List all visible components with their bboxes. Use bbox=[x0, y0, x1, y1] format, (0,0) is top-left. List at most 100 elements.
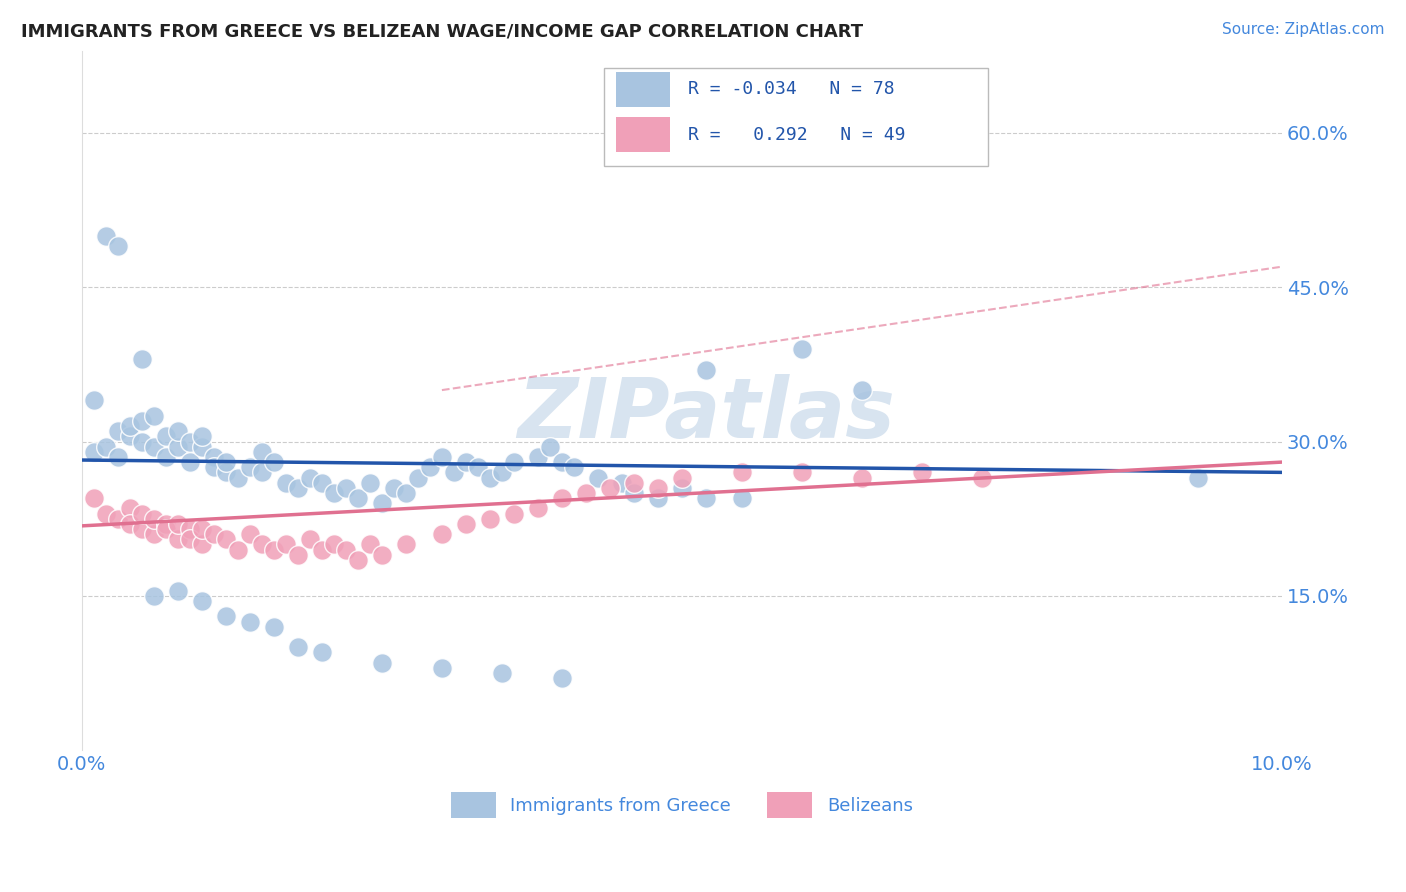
Point bbox=[155, 516, 177, 531]
Point bbox=[263, 455, 285, 469]
Point bbox=[118, 501, 141, 516]
Legend: Immigrants from Greece, Belizeans: Immigrants from Greece, Belizeans bbox=[444, 785, 920, 825]
Text: Source: ZipAtlas.com: Source: ZipAtlas.com bbox=[1222, 22, 1385, 37]
Text: IMMIGRANTS FROM GREECE VS BELIZEAN WAGE/INCOME GAP CORRELATION CHART: IMMIGRANTS FROM GREECE VS BELIZEAN WAGE/… bbox=[21, 22, 863, 40]
Point bbox=[155, 450, 177, 464]
Point bbox=[790, 342, 813, 356]
Point bbox=[298, 533, 321, 547]
Point bbox=[491, 665, 513, 680]
Point bbox=[647, 491, 669, 505]
Point bbox=[226, 470, 249, 484]
Point bbox=[263, 620, 285, 634]
Point bbox=[263, 542, 285, 557]
Point bbox=[131, 414, 153, 428]
Point bbox=[347, 491, 370, 505]
Point bbox=[538, 440, 561, 454]
Point bbox=[179, 434, 201, 449]
Point bbox=[107, 450, 129, 464]
Point bbox=[131, 507, 153, 521]
Point bbox=[179, 522, 201, 536]
Point bbox=[551, 671, 574, 685]
Point bbox=[274, 475, 297, 490]
Text: R = -0.034   N = 78: R = -0.034 N = 78 bbox=[688, 80, 894, 98]
Point bbox=[371, 548, 394, 562]
Point bbox=[527, 450, 550, 464]
Point bbox=[454, 455, 477, 469]
Point bbox=[419, 460, 441, 475]
Point bbox=[311, 645, 333, 659]
Point bbox=[131, 434, 153, 449]
Point bbox=[382, 481, 405, 495]
Point bbox=[94, 228, 117, 243]
Point bbox=[695, 362, 717, 376]
Point bbox=[131, 522, 153, 536]
Text: R =   0.292   N = 49: R = 0.292 N = 49 bbox=[688, 126, 905, 144]
Point bbox=[142, 527, 165, 541]
Point bbox=[347, 553, 370, 567]
Point bbox=[191, 522, 214, 536]
Point bbox=[1187, 470, 1209, 484]
Point bbox=[287, 640, 309, 655]
Point bbox=[142, 409, 165, 423]
Point bbox=[191, 537, 214, 551]
Point bbox=[215, 455, 238, 469]
Point bbox=[970, 470, 993, 484]
Point bbox=[202, 527, 225, 541]
Point bbox=[118, 429, 141, 443]
Point bbox=[250, 466, 273, 480]
Point bbox=[167, 533, 190, 547]
Point bbox=[287, 481, 309, 495]
Point bbox=[911, 466, 934, 480]
Point bbox=[335, 481, 357, 495]
Point bbox=[623, 486, 645, 500]
Point bbox=[599, 481, 621, 495]
Point bbox=[430, 450, 453, 464]
Point bbox=[191, 429, 214, 443]
Point bbox=[239, 527, 262, 541]
Point bbox=[142, 511, 165, 525]
Point bbox=[478, 511, 501, 525]
Point bbox=[322, 537, 344, 551]
Point bbox=[179, 533, 201, 547]
Point bbox=[335, 542, 357, 557]
Point bbox=[311, 475, 333, 490]
Point bbox=[695, 491, 717, 505]
Point bbox=[287, 548, 309, 562]
Point bbox=[359, 537, 381, 551]
Point bbox=[430, 527, 453, 541]
Point bbox=[215, 533, 238, 547]
Point bbox=[226, 542, 249, 557]
Point bbox=[83, 445, 105, 459]
Point bbox=[322, 486, 344, 500]
Point bbox=[94, 507, 117, 521]
Point bbox=[610, 475, 633, 490]
Point bbox=[83, 491, 105, 505]
Point bbox=[215, 609, 238, 624]
Point bbox=[503, 507, 526, 521]
Point bbox=[406, 470, 429, 484]
Point bbox=[298, 470, 321, 484]
Point bbox=[851, 470, 873, 484]
Point bbox=[215, 466, 238, 480]
Point bbox=[202, 460, 225, 475]
Point bbox=[790, 466, 813, 480]
Point bbox=[167, 516, 190, 531]
Point bbox=[107, 239, 129, 253]
Point bbox=[191, 440, 214, 454]
Point bbox=[179, 455, 201, 469]
Text: ZIPatlas: ZIPatlas bbox=[517, 374, 894, 455]
Point bbox=[371, 656, 394, 670]
Point bbox=[191, 594, 214, 608]
Point bbox=[731, 466, 754, 480]
Point bbox=[83, 393, 105, 408]
Point bbox=[155, 522, 177, 536]
Point bbox=[623, 475, 645, 490]
Point bbox=[107, 511, 129, 525]
Point bbox=[467, 460, 489, 475]
Point bbox=[671, 481, 693, 495]
FancyBboxPatch shape bbox=[616, 117, 669, 153]
Point bbox=[647, 481, 669, 495]
Point bbox=[142, 440, 165, 454]
Point bbox=[395, 537, 418, 551]
Point bbox=[142, 589, 165, 603]
